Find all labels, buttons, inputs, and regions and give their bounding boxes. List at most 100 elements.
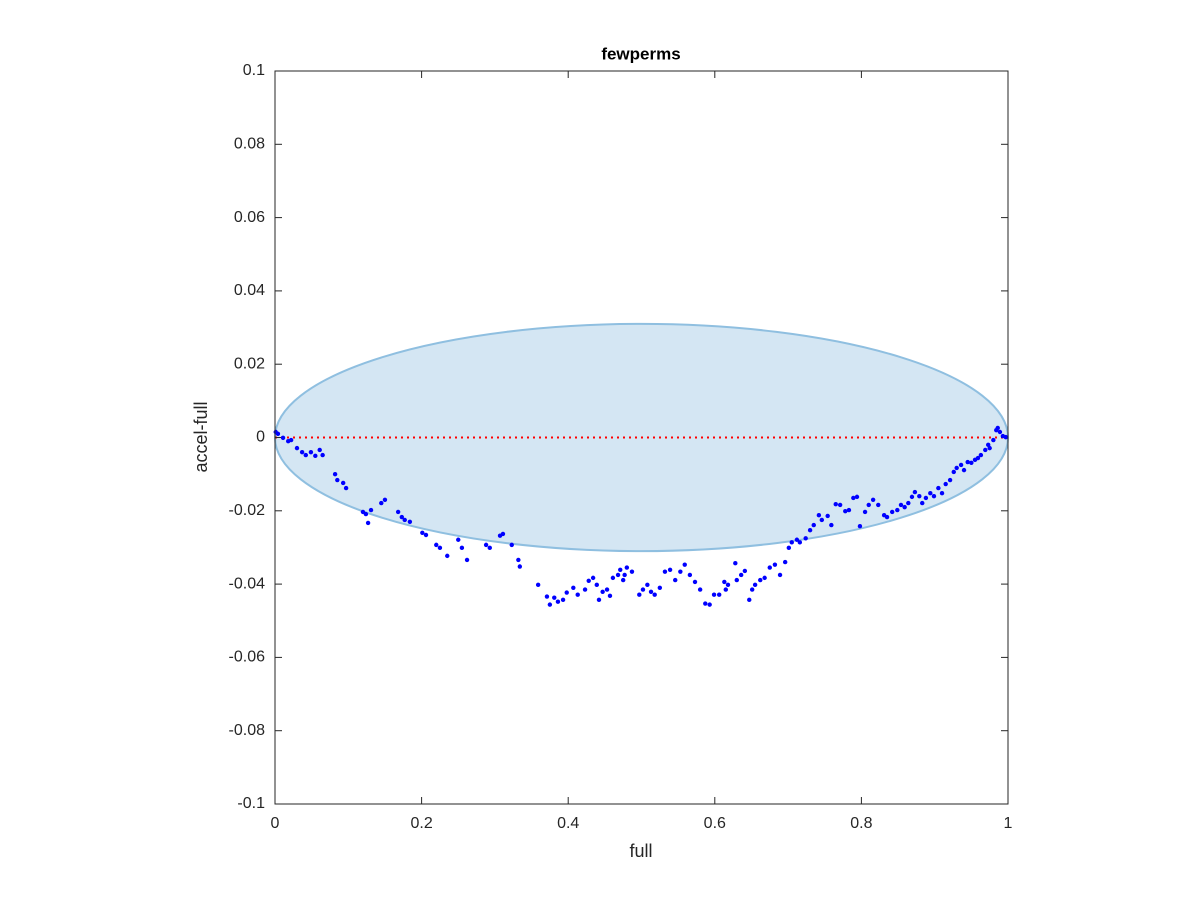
point xyxy=(423,532,429,538)
point xyxy=(794,537,800,542)
point xyxy=(786,545,792,551)
point xyxy=(607,593,613,599)
y-tick-label: 0 xyxy=(256,429,265,446)
point xyxy=(803,536,808,541)
point xyxy=(902,504,907,510)
chart-title: fewperms xyxy=(601,44,680,63)
point xyxy=(571,585,576,590)
point xyxy=(629,569,635,574)
point xyxy=(678,569,683,574)
point xyxy=(673,577,678,583)
point xyxy=(965,459,970,465)
point xyxy=(895,507,900,513)
y-tick-label: -0.1 xyxy=(237,795,265,812)
point xyxy=(395,509,401,515)
point xyxy=(459,545,465,551)
point xyxy=(797,540,803,545)
point xyxy=(909,494,915,500)
point xyxy=(866,502,871,508)
point xyxy=(365,520,371,526)
point xyxy=(299,449,305,455)
point xyxy=(594,582,599,588)
point xyxy=(620,577,626,583)
point xyxy=(807,528,813,533)
point xyxy=(772,562,778,567)
point xyxy=(564,590,569,595)
y-tick-label: -0.06 xyxy=(229,649,266,666)
point xyxy=(995,425,1000,431)
point xyxy=(917,493,922,499)
point xyxy=(652,592,657,597)
point xyxy=(733,561,738,566)
point xyxy=(590,575,596,581)
point xyxy=(986,442,991,448)
x-tick-label: 0 xyxy=(271,815,280,832)
point xyxy=(789,540,794,545)
point xyxy=(923,495,929,501)
point xyxy=(648,589,654,594)
point xyxy=(407,519,413,524)
x-tick-label: 1 xyxy=(1004,815,1013,832)
point xyxy=(483,542,489,548)
point xyxy=(445,553,450,559)
point xyxy=(961,467,967,473)
point xyxy=(816,512,822,518)
point xyxy=(379,500,384,506)
point xyxy=(516,557,521,563)
point xyxy=(313,453,318,459)
x-tick-label: 0.4 xyxy=(557,815,579,832)
point xyxy=(767,565,772,570)
point xyxy=(991,437,996,443)
y-tick-label: 0.04 xyxy=(234,282,265,299)
point xyxy=(825,513,830,519)
point xyxy=(752,582,758,588)
point xyxy=(862,509,868,515)
y-tick-label: -0.04 xyxy=(229,575,266,592)
point xyxy=(582,587,588,592)
point xyxy=(622,572,627,578)
point xyxy=(363,511,369,517)
point xyxy=(657,585,663,590)
point xyxy=(912,489,918,495)
point xyxy=(931,493,937,499)
point xyxy=(833,502,838,507)
point xyxy=(596,597,602,603)
point xyxy=(898,502,904,508)
point xyxy=(762,575,767,581)
point xyxy=(951,469,956,475)
point xyxy=(734,577,739,583)
point xyxy=(275,431,281,437)
point xyxy=(399,514,405,520)
point xyxy=(819,517,825,523)
point xyxy=(782,559,788,565)
point xyxy=(870,497,876,503)
point xyxy=(368,507,374,513)
point xyxy=(697,587,703,592)
point xyxy=(645,582,650,588)
x-axis-label: full xyxy=(629,841,652,861)
point xyxy=(288,437,294,443)
point xyxy=(846,507,852,513)
point xyxy=(687,572,693,578)
point xyxy=(920,500,925,506)
point xyxy=(983,447,988,453)
point xyxy=(586,578,591,584)
point xyxy=(420,530,425,535)
point xyxy=(547,602,553,607)
y-tick-label: 0.1 xyxy=(243,62,265,79)
point xyxy=(722,579,727,585)
point xyxy=(997,429,1003,435)
point xyxy=(317,447,322,453)
point xyxy=(843,508,848,514)
point xyxy=(600,589,605,594)
point xyxy=(947,477,953,483)
point xyxy=(575,592,580,597)
point xyxy=(332,471,338,477)
y-tick-label: -0.08 xyxy=(229,722,266,739)
point xyxy=(978,452,984,458)
point xyxy=(552,595,557,600)
point xyxy=(294,445,300,451)
point xyxy=(456,537,461,542)
point xyxy=(382,497,388,503)
